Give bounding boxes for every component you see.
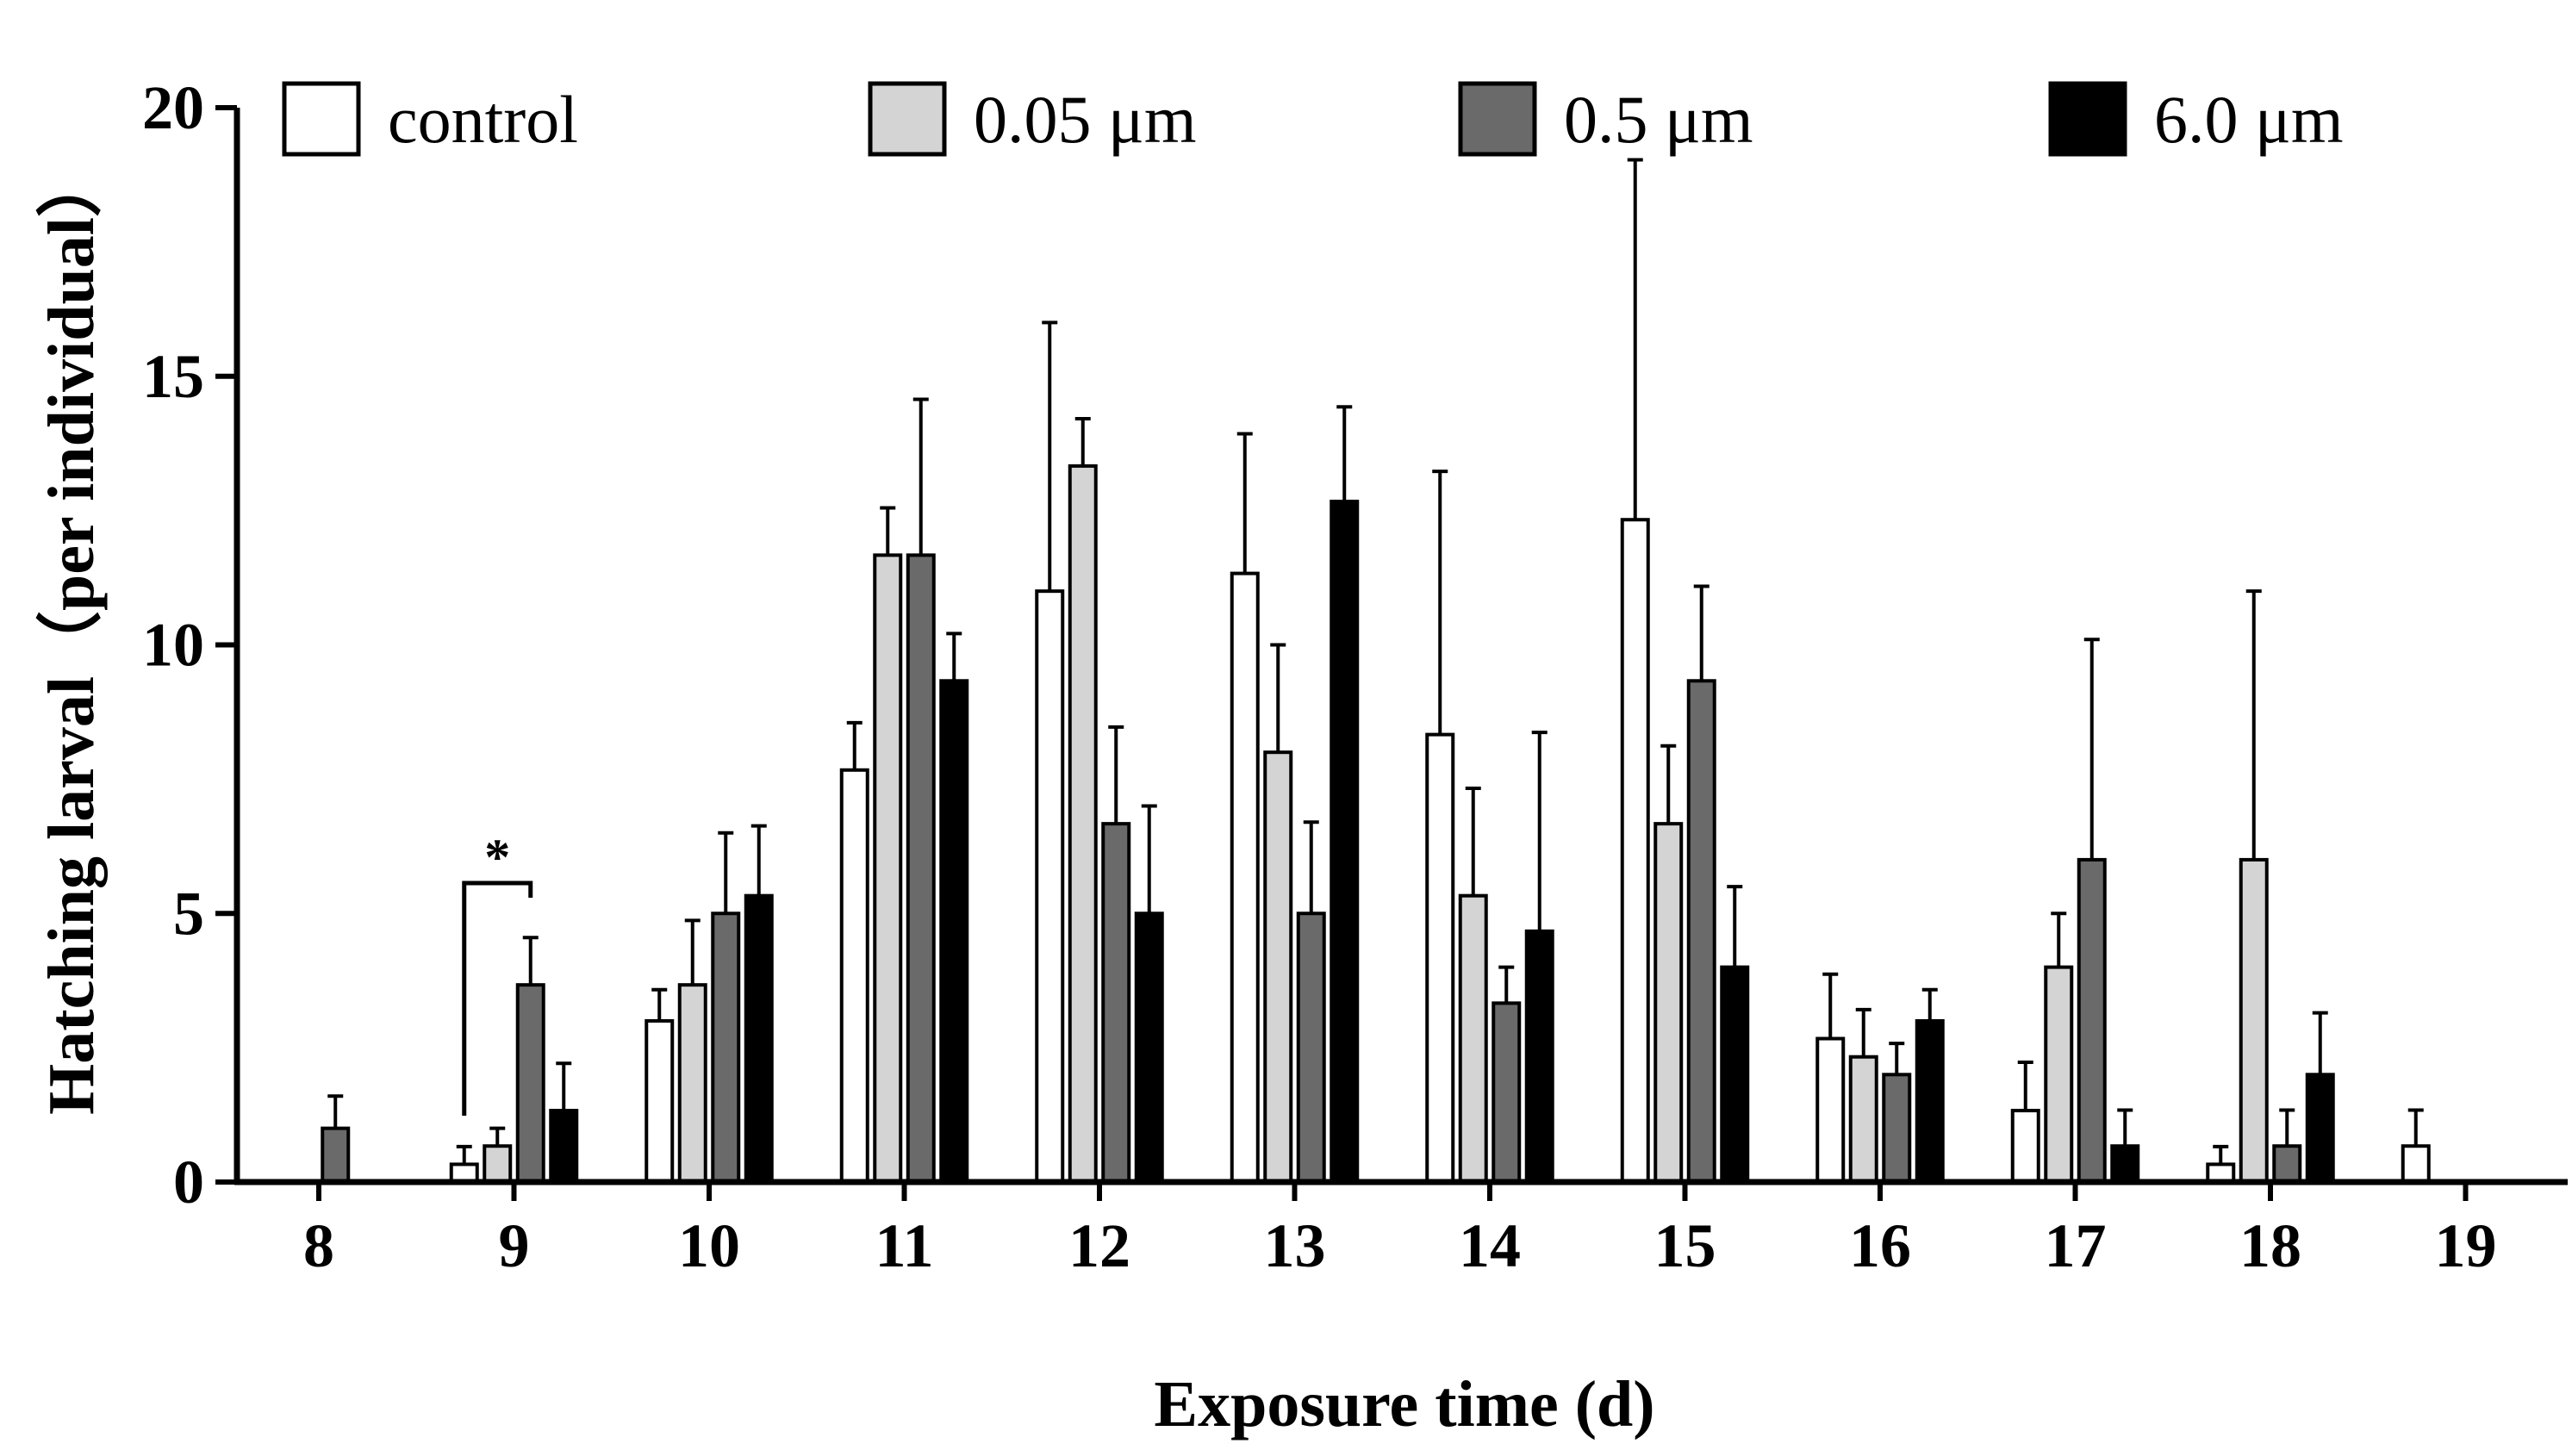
- x-tick-label: 13: [1264, 1211, 1326, 1280]
- legend-item: control: [282, 81, 578, 157]
- legend-item: 6.0 μm: [2048, 81, 2344, 157]
- legend-label: 0.5 μm: [1564, 82, 1753, 157]
- x-tick-label: 11: [875, 1211, 933, 1280]
- x-tick-label: 10: [678, 1211, 740, 1280]
- y-tick-label: 5: [173, 879, 204, 948]
- legend-label: 6.0 μm: [2154, 82, 2344, 157]
- bar-0-5-m-day-8: [321, 1126, 351, 1185]
- bar-0-5-m-day-16: [1882, 1073, 1912, 1185]
- bar-0-5-m-day-9: [515, 983, 545, 1185]
- x-axis-label: Exposure time (d): [1154, 1368, 1654, 1440]
- bar-6-0-m-day-9: [549, 1109, 579, 1184]
- y-axis-label: Hatching larval（per individual）: [35, 152, 108, 1115]
- bar-control-day-19: [2401, 1144, 2431, 1184]
- bar-6-0-m-day-15: [1720, 965, 1750, 1184]
- bar-control-day-13: [1230, 571, 1260, 1184]
- bar-6-0-m-day-13: [1330, 500, 1360, 1184]
- x-tick-label: 8: [303, 1211, 334, 1280]
- bar-6-0-m-day-10: [744, 893, 774, 1185]
- bar-control-day-11: [839, 768, 869, 1184]
- y-tick-label: 15: [142, 342, 204, 411]
- legend-swatch: [282, 81, 361, 157]
- bar-6-0-m-day-12: [1134, 912, 1164, 1184]
- bracket-line: [462, 880, 533, 1116]
- bar-0-05-m-day-14: [1458, 893, 1488, 1185]
- bar-6-0-m-day-18: [2305, 1073, 2335, 1185]
- y-tick-label: 0: [173, 1148, 204, 1216]
- bar-0-05-m-day-9: [483, 1144, 513, 1184]
- bar-0-5-m-day-14: [1492, 1001, 1522, 1185]
- y-tick-label: 20: [142, 73, 204, 142]
- bar-0-05-m-day-16: [1848, 1055, 1878, 1184]
- bar-0-05-m-day-10: [677, 983, 707, 1185]
- bar-0-05-m-day-11: [873, 553, 903, 1184]
- legend: control 0.05 μm 0.5 μm 6.0 μm: [282, 81, 2344, 157]
- bar-0-05-m-day-17: [2044, 965, 2074, 1184]
- x-tick-label: 9: [499, 1211, 530, 1280]
- bars-layer: [321, 464, 2431, 1185]
- bar-6-0-m-day-11: [939, 679, 969, 1184]
- bar-0-5-m-day-13: [1296, 912, 1326, 1184]
- bar-0-5-m-day-10: [711, 912, 741, 1184]
- legend-swatch: [2048, 81, 2127, 157]
- x-tick-label: 12: [1068, 1211, 1130, 1280]
- bar-0-5-m-day-17: [2077, 857, 2107, 1185]
- bar-0-05-m-day-18: [2239, 857, 2269, 1185]
- bar-0-5-m-day-11: [906, 553, 936, 1184]
- y-tick-label: 10: [142, 611, 204, 680]
- bar-0-05-m-day-12: [1068, 464, 1098, 1184]
- bar-control-day-17: [2010, 1109, 2040, 1184]
- bar-0-05-m-day-15: [1653, 822, 1684, 1184]
- x-tick-label: 17: [2045, 1211, 2107, 1280]
- bar-0-5-m-day-15: [1686, 679, 1716, 1184]
- bar-0-5-m-day-12: [1101, 822, 1131, 1184]
- legend-label: control: [388, 82, 578, 157]
- x-tick-label: 14: [1459, 1211, 1521, 1280]
- x-tick-label: 16: [1849, 1211, 1911, 1280]
- bar-6-0-m-day-17: [2110, 1144, 2140, 1184]
- bar-control-day-14: [1425, 732, 1455, 1184]
- significance-star: *: [484, 829, 510, 886]
- bar-0-5-m-day-18: [2272, 1144, 2302, 1184]
- bar-0-05-m-day-13: [1263, 750, 1293, 1184]
- axes-layer: 0 5 10 15 20 8 9 10 11 12 13 14 15 16 17 18 19: [142, 73, 2568, 1280]
- bar-6-0-m-day-16: [1915, 1018, 1945, 1184]
- legend-item: 0.5 μm: [1458, 81, 1753, 157]
- x-tick-label: 19: [2435, 1211, 2497, 1280]
- legend-swatch: [1458, 81, 1537, 157]
- x-tick-label: 18: [2239, 1211, 2301, 1280]
- error-bars-layer: [327, 158, 2424, 1165]
- bar-6-0-m-day-14: [1524, 929, 1554, 1184]
- significance-bracket: *: [462, 829, 533, 1116]
- x-tick-label: 15: [1654, 1211, 1716, 1280]
- legend-label: 0.05 μm: [974, 82, 1197, 157]
- bar-control-day-16: [1815, 1036, 1846, 1185]
- bar-control-day-12: [1035, 589, 1065, 1184]
- bar-control-day-15: [1620, 518, 1650, 1184]
- bar-control-day-10: [645, 1018, 675, 1184]
- legend-swatch: [868, 81, 947, 157]
- annotations-layer: *: [462, 829, 533, 1116]
- legend-item: 0.05 μm: [868, 81, 1197, 157]
